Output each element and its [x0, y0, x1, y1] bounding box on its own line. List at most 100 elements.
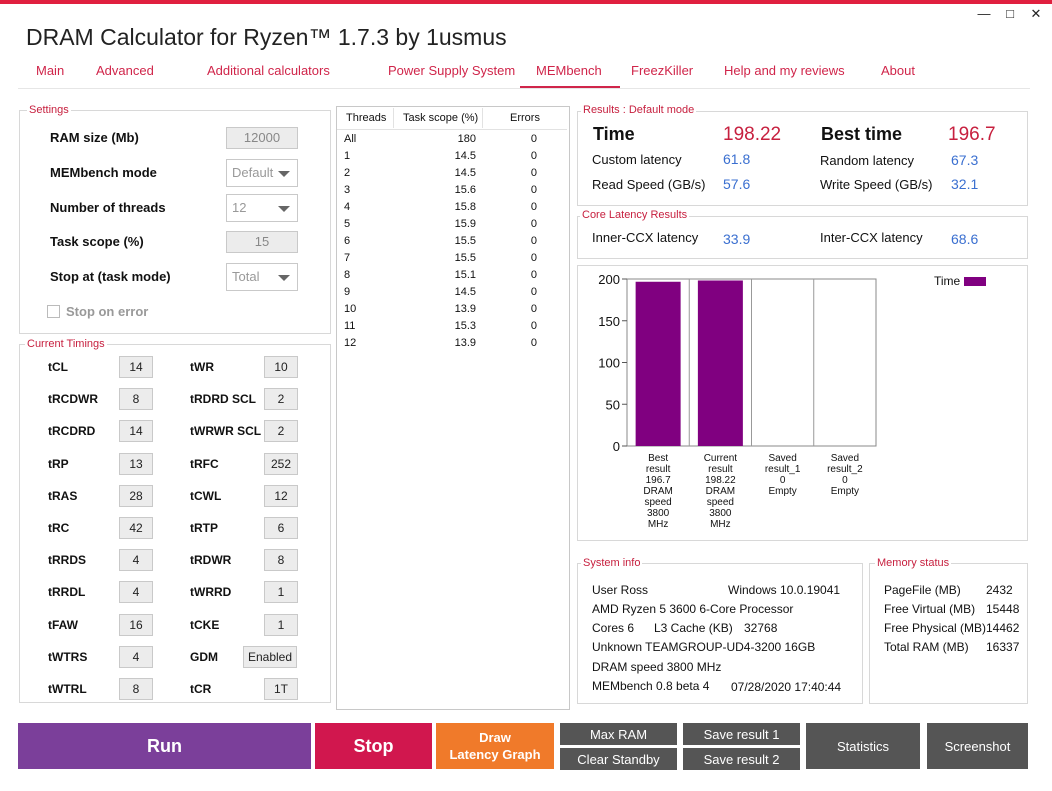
- errors-cell: 0: [530, 184, 537, 196]
- errors-cell: 0: [530, 235, 537, 247]
- x-category-line: Best: [648, 453, 669, 464]
- task-scope-cell: 15.6: [454, 184, 476, 196]
- dram-speed-text: DRAM speed 3800 MHz: [592, 660, 722, 674]
- bar-0: [635, 281, 681, 446]
- save-result-2-button[interactable]: Save result 2: [683, 748, 800, 770]
- x-category-line: MHz: [647, 519, 669, 530]
- threads-label: Number of threads: [50, 200, 166, 215]
- task-scope-cell: 14.5: [454, 150, 476, 162]
- thread-id-cell: 5: [344, 218, 351, 230]
- x-category-line: Saved: [768, 453, 797, 464]
- best-time-label: Best time: [821, 124, 903, 144]
- read-speed-value: 57.6: [723, 176, 751, 192]
- tab-main[interactable]: Main: [36, 63, 65, 78]
- l3-cache-value: 32768: [744, 621, 778, 635]
- ram-size-field[interactable]: 12000: [226, 127, 298, 149]
- core-latency-title: Core Latency Results: [580, 209, 690, 221]
- settings-group: [19, 110, 331, 334]
- timing-label-twtrl: tWTRL: [48, 682, 87, 696]
- timing-value-trcdrd: 14: [119, 420, 153, 442]
- tab-additional-calculators[interactable]: Additional calculators: [207, 63, 330, 78]
- tab-power-supply-system[interactable]: Power Supply System: [388, 63, 516, 78]
- timing-value-twrwr-scl: 2: [264, 420, 298, 442]
- task-scope-cell: 180: [457, 133, 476, 145]
- save-result-1-label: Save result 1: [703, 726, 780, 742]
- tab-about[interactable]: About: [881, 63, 915, 78]
- maximize-icon[interactable]: □: [1006, 6, 1014, 21]
- legend-label: Time: [934, 274, 961, 288]
- timing-label-tcr: tCR: [190, 682, 212, 696]
- membench-mode-dropdown[interactable]: Default: [226, 159, 298, 187]
- run-button[interactable]: Run: [18, 723, 311, 769]
- current-timings-title: Current Timings: [25, 338, 107, 350]
- thread-id-cell: 11: [344, 320, 356, 332]
- minimize-icon[interactable]: —: [977, 6, 991, 21]
- save-result-1-button[interactable]: Save result 1: [683, 723, 800, 745]
- statistics-button[interactable]: Statistics: [806, 723, 920, 769]
- tab-help-and-reviews[interactable]: Help and my reviews: [724, 63, 845, 78]
- thread-id-cell: 9: [344, 286, 351, 298]
- task-scope-cell: 13.9: [454, 337, 476, 349]
- tab-advanced[interactable]: Advanced: [96, 63, 154, 78]
- task-scope-cell: 15.3: [454, 320, 476, 332]
- errors-cell: 0: [530, 252, 537, 264]
- task-scope-cell: 15.5: [454, 235, 476, 247]
- clear-standby-label: Clear Standby: [577, 751, 660, 767]
- task-scope-cell: 15.8: [454, 201, 476, 213]
- stop-at-label: Stop at (task mode): [50, 269, 171, 284]
- memory-status-label: PageFile (MB): [884, 583, 961, 597]
- timestamp-text: 07/28/2020 17:40:44: [731, 680, 842, 694]
- stop-at-dropdown[interactable]: Total: [226, 263, 298, 291]
- timing-value-tfaw: 16: [119, 614, 153, 636]
- timing-label-trfc: tRFC: [190, 457, 219, 471]
- x-category-line: Current: [703, 453, 738, 464]
- x-category-label: Saved result_1 0 Empty: [753, 453, 813, 497]
- results-title: Results : Default mode: [581, 104, 697, 116]
- inter-ccx-value: 68.6: [951, 231, 979, 247]
- tab-freezkiller[interactable]: FreezKiller: [631, 63, 694, 78]
- ram-size-label: RAM size (Mb): [50, 130, 139, 145]
- best-time-value: 196.7: [948, 124, 996, 145]
- x-category-line: result: [708, 464, 733, 475]
- screenshot-button[interactable]: Screenshot: [927, 723, 1028, 769]
- inner-ccx-label: Inner-CCX latency: [592, 230, 699, 245]
- task-scope-cell: 15.5: [454, 252, 476, 264]
- cores-text: Cores 6: [592, 621, 635, 635]
- l3-cache-label: L3 Cache (KB): [654, 621, 733, 635]
- latency-graph-label: Latency Graph: [449, 747, 541, 762]
- col-header-task-scope[interactable]: Task scope (%): [403, 112, 479, 124]
- timing-label-trrds: tRRDS: [48, 553, 86, 567]
- task-scope-field[interactable]: 15: [226, 231, 298, 253]
- close-icon[interactable]: ✕: [1030, 6, 1042, 21]
- thread-id-cell: 10: [344, 303, 357, 315]
- errors-cell: 0: [530, 133, 537, 145]
- y-tick-label: 200: [598, 272, 620, 287]
- thread-id-cell: 8: [344, 269, 351, 281]
- col-header-errors[interactable]: Errors: [510, 112, 540, 124]
- timing-label-twr: tWR: [190, 360, 214, 374]
- memory-module-text: Unknown TEAMGROUP-UD4-3200 16GB: [592, 640, 816, 654]
- stop-button[interactable]: Stop: [315, 723, 432, 769]
- max-ram-button[interactable]: Max RAM: [560, 723, 677, 745]
- stop-at-value: Total: [232, 269, 260, 284]
- errors-cell: 0: [530, 150, 537, 162]
- timing-value-tcke: 1: [264, 614, 298, 636]
- thread-id-cell: 4: [344, 201, 351, 213]
- core-latency-group: [577, 216, 1028, 259]
- x-category-line: 0: [842, 475, 848, 486]
- clear-standby-button[interactable]: Clear Standby: [560, 748, 677, 770]
- timing-label-trdwr: tRDWR: [190, 553, 232, 567]
- col-header-threads[interactable]: Threads: [346, 112, 387, 124]
- timing-label-tcl: tCL: [48, 360, 68, 374]
- draw-latency-graph-button[interactable]: Draw Latency Graph: [436, 723, 554, 769]
- x-category-line: 0: [779, 475, 786, 486]
- stop-on-error-checkbox[interactable]: [47, 305, 60, 318]
- chart-panel: [577, 265, 1028, 541]
- timing-value-trcdwr: 8: [119, 388, 153, 410]
- legend-swatch: [964, 277, 986, 286]
- settings-title: Settings: [27, 104, 71, 116]
- tab-membench[interactable]: MEMbench: [536, 63, 602, 78]
- timing-value-trfc: 252: [264, 453, 298, 475]
- timing-value-twr: 10: [264, 356, 298, 378]
- threads-dropdown[interactable]: 12: [226, 194, 298, 222]
